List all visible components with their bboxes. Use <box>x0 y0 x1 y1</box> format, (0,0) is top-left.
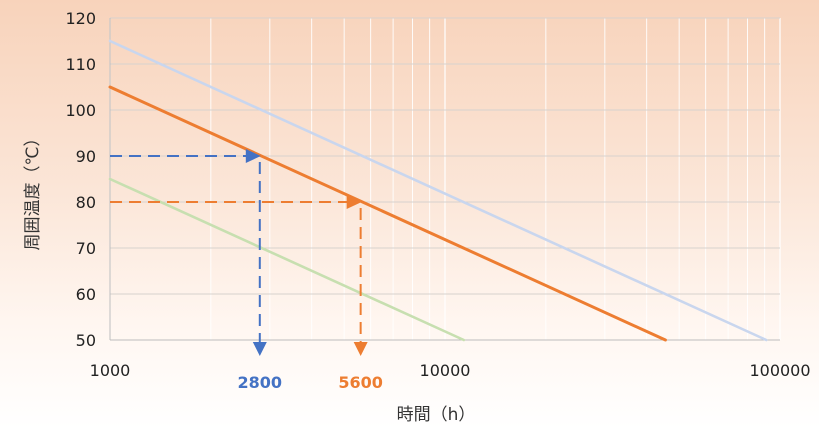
series-lines <box>108 39 768 342</box>
y-axis-title: 周囲温度（℃） <box>23 129 43 250</box>
x-tick-labels: 1000 10000 100000 <box>90 361 811 380</box>
arrowhead-right <box>346 195 362 209</box>
y-tick-label: 50 <box>76 331 96 350</box>
arrowhead-right <box>245 149 261 163</box>
annotation-label: 2800 <box>238 373 283 392</box>
x-tick-label: 100000 <box>749 361 810 380</box>
y-tick-label: 110 <box>65 55 96 74</box>
grid <box>109 17 781 341</box>
y-tick-label: 80 <box>76 193 96 212</box>
y-tick-label: 70 <box>76 239 96 258</box>
annotations: 2800 5600 <box>110 149 383 392</box>
x-tick-label: 1000 <box>90 361 131 380</box>
arrowhead-down <box>252 342 267 356</box>
y-tick-label: 90 <box>76 147 96 166</box>
x-axis-title: 時間（h） <box>397 405 476 425</box>
y-tick-label: 120 <box>65 9 96 28</box>
arrowhead-down <box>353 342 368 356</box>
x-tick-label: 10000 <box>420 361 471 380</box>
y-tick-label: 60 <box>76 285 96 304</box>
series-line <box>108 85 667 342</box>
y-tick-label: 100 <box>65 101 96 120</box>
series-line <box>108 39 768 342</box>
y-tick-labels: 50 60 70 80 90 100 110 120 <box>65 9 96 350</box>
annotation-label: 5600 <box>338 373 383 392</box>
series-line <box>108 177 466 342</box>
